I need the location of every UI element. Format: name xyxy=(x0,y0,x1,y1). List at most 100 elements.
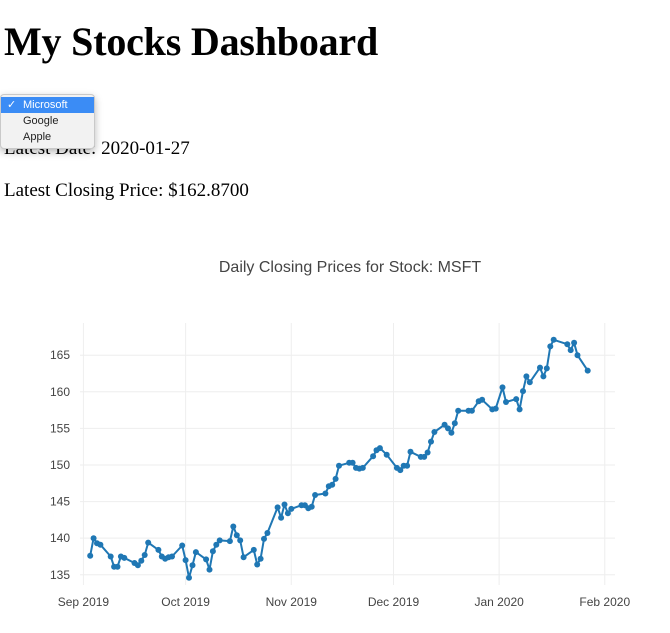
data-point[interactable] xyxy=(359,464,366,471)
x-tick-label: Feb 2020 xyxy=(579,595,630,609)
data-point[interactable] xyxy=(257,555,264,562)
x-tick-label: Sep 2019 xyxy=(58,595,110,609)
data-point[interactable] xyxy=(264,530,271,536)
data-point[interactable] xyxy=(397,467,404,474)
page-title: My Stocks Dashboard xyxy=(4,19,379,64)
data-point[interactable] xyxy=(431,429,438,435)
stock-option-google[interactable]: Google xyxy=(1,113,94,129)
data-point[interactable] xyxy=(547,343,554,350)
data-point[interactable] xyxy=(329,481,336,488)
price-chart[interactable]: Daily Closing Prices for Stock: MSFT 135… xyxy=(0,240,670,633)
data-point[interactable] xyxy=(107,553,114,560)
data-point[interactable] xyxy=(121,554,128,561)
data-point[interactable] xyxy=(216,537,223,544)
series-line xyxy=(89,338,589,579)
data-point[interactable] xyxy=(571,339,578,346)
data-point[interactable] xyxy=(182,557,189,564)
data-point[interactable] xyxy=(278,514,285,521)
data-point[interactable] xyxy=(499,384,506,391)
data-point[interactable] xyxy=(451,420,458,427)
data-point[interactable] xyxy=(526,379,533,386)
data-point[interactable] xyxy=(254,561,261,568)
data-point[interactable] xyxy=(281,501,288,508)
data-point[interactable] xyxy=(322,490,329,497)
data-point[interactable] xyxy=(468,407,475,414)
data-point[interactable] xyxy=(97,541,104,548)
data-point[interactable] xyxy=(189,562,196,569)
data-point[interactable] xyxy=(87,552,94,559)
y-tick-label: 165 xyxy=(50,348,70,362)
data-point[interactable] xyxy=(308,503,315,510)
data-point[interactable] xyxy=(141,552,148,558)
stock-select-dropdown[interactable]: ✓ Microsoft Google Apple xyxy=(0,94,95,149)
data-point[interactable] xyxy=(448,429,455,436)
data-point[interactable] xyxy=(274,504,281,511)
stock-option-label: Microsoft xyxy=(23,99,68,111)
data-point[interactable] xyxy=(550,336,557,343)
data-point[interactable] xyxy=(213,541,220,548)
data-point[interactable] xyxy=(114,563,121,570)
x-axis-ticks: Sep 2019 Oct 2019 Nov 2019 Dec 2019 Jan 2020… xyxy=(58,595,631,609)
data-point[interactable] xyxy=(186,574,192,581)
chart-title: Daily Closing Prices for Stock: MSFT xyxy=(219,259,482,276)
data-point[interactable] xyxy=(206,566,213,573)
data-point[interactable] xyxy=(574,352,581,359)
data-point[interactable] xyxy=(421,453,428,460)
data-point[interactable] xyxy=(445,425,451,432)
data-point[interactable] xyxy=(503,399,509,405)
data-point[interactable] xyxy=(584,367,591,374)
stock-option-label: Apple xyxy=(23,131,52,143)
data-point[interactable] xyxy=(424,449,431,456)
data-point[interactable] xyxy=(134,562,141,569)
data-point[interactable] xyxy=(288,505,295,512)
data-point[interactable] xyxy=(179,542,186,549)
data-point[interactable] xyxy=(312,492,319,498)
data-point[interactable] xyxy=(492,405,499,412)
stock-option-microsoft[interactable]: ✓ Microsoft xyxy=(1,97,94,113)
data-point[interactable] xyxy=(383,451,390,458)
data-point[interactable] xyxy=(237,537,244,544)
y-tick-label: 150 xyxy=(50,458,70,472)
data-point[interactable] xyxy=(250,546,257,553)
data-point[interactable] xyxy=(240,554,247,561)
x-tick-label: Jan 2020 xyxy=(474,595,524,609)
latest-price-line: Latest Closing Price: $162.8700 xyxy=(4,180,249,202)
data-point[interactable] xyxy=(567,347,574,354)
y-tick-label: 145 xyxy=(50,495,70,509)
data-point[interactable] xyxy=(455,407,462,414)
data-point[interactable] xyxy=(407,448,414,455)
data-point[interactable] xyxy=(155,546,162,553)
data-point[interactable] xyxy=(332,475,339,482)
data-point[interactable] xyxy=(203,556,210,563)
stock-option-label: Google xyxy=(23,115,59,127)
data-point[interactable] xyxy=(540,373,547,380)
price-chart-svg[interactable]: Daily Closing Prices for Stock: MSFT 135… xyxy=(0,240,670,633)
data-point[interactable] xyxy=(169,553,175,560)
data-point[interactable] xyxy=(404,462,411,469)
data-point[interactable] xyxy=(564,341,571,348)
data-point[interactable] xyxy=(192,549,199,556)
data-point[interactable] xyxy=(209,548,216,555)
data-point[interactable] xyxy=(543,365,550,372)
data-point[interactable] xyxy=(226,538,233,545)
data-point[interactable] xyxy=(513,396,520,403)
data-point[interactable] xyxy=(90,535,97,542)
data-point[interactable] xyxy=(230,523,237,530)
data-point[interactable] xyxy=(138,557,145,564)
data-point[interactable] xyxy=(516,406,523,413)
data-point[interactable] xyxy=(336,462,342,469)
data-point[interactable] xyxy=(523,373,530,380)
data-point[interactable] xyxy=(370,453,377,460)
data-point[interactable] xyxy=(349,459,356,466)
data-point[interactable] xyxy=(520,388,526,395)
data-point[interactable] xyxy=(284,510,291,517)
data-point[interactable] xyxy=(537,364,543,371)
series-msft[interactable] xyxy=(87,336,591,581)
data-point[interactable] xyxy=(428,438,434,445)
data-point[interactable] xyxy=(233,532,240,539)
data-point[interactable] xyxy=(376,445,383,452)
stock-option-apple[interactable]: Apple xyxy=(1,129,94,145)
data-point[interactable] xyxy=(479,396,486,403)
data-point[interactable] xyxy=(145,539,152,546)
data-point[interactable] xyxy=(261,535,267,542)
